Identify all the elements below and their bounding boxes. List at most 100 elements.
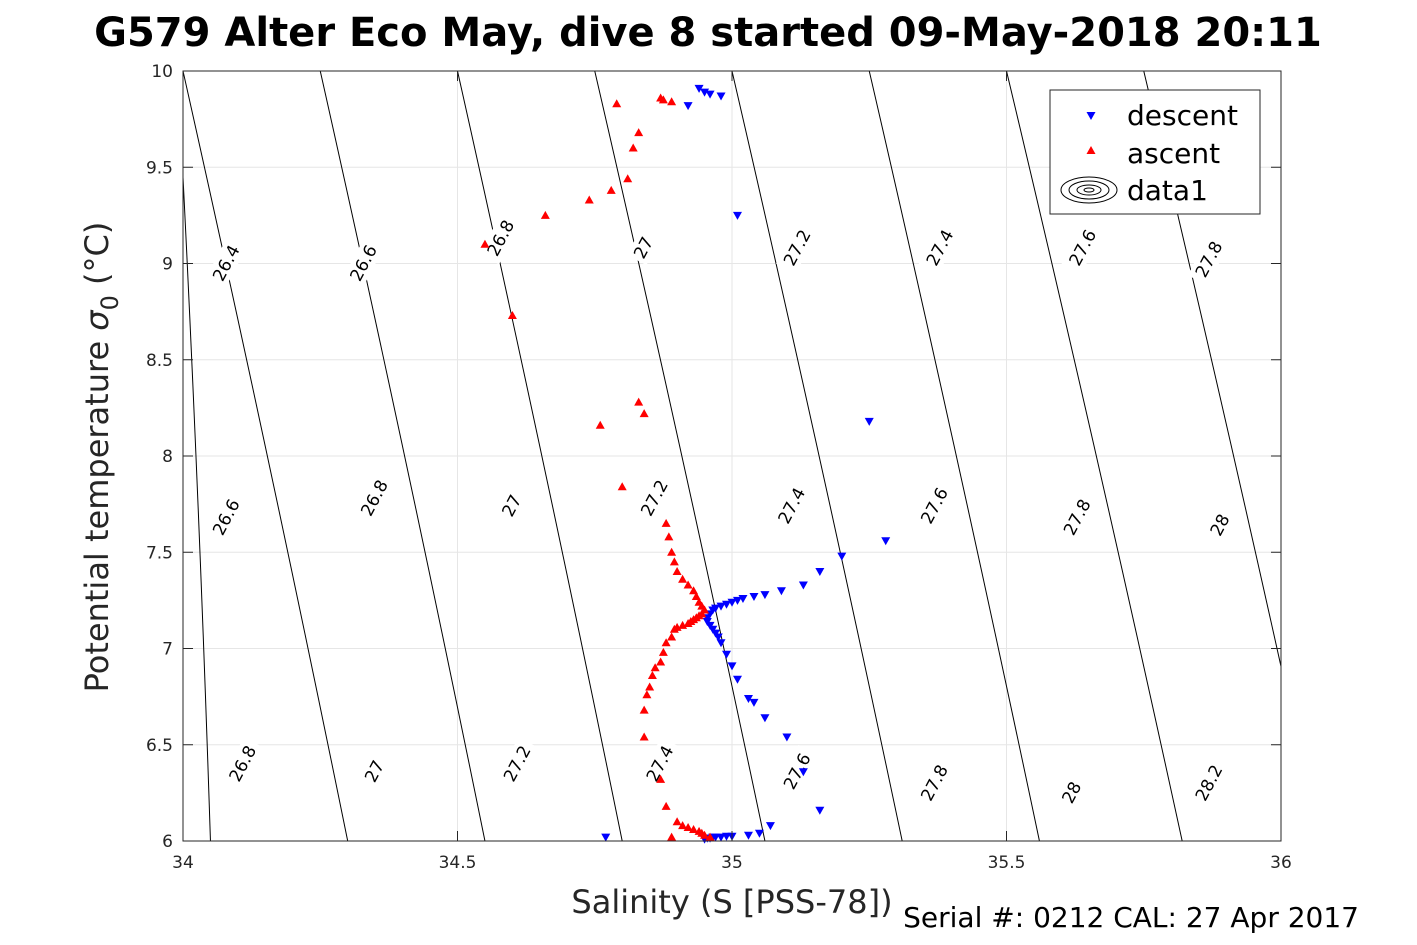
ascent-point <box>678 821 688 830</box>
x-axis-label: Salinity (S [PSS-78]) <box>571 883 892 921</box>
contour-label-bg <box>496 737 538 790</box>
contour-label-bg <box>1055 774 1088 810</box>
ascent-point <box>669 624 679 633</box>
descent-point <box>743 695 753 704</box>
ascent-point <box>656 657 666 666</box>
ascent-point <box>678 574 688 583</box>
y-tick-label: 6 <box>162 832 173 852</box>
descent-point <box>732 675 742 684</box>
density-contour-line <box>868 71 1040 841</box>
ascent-point <box>617 482 627 491</box>
x-tick-label: 35.5 <box>988 853 1026 873</box>
contour-label-bg <box>205 490 248 544</box>
y-axis-label: Potential temperature σ0 (°C) <box>78 222 124 693</box>
ascent-point <box>672 817 682 826</box>
contour-label-bg <box>770 479 813 532</box>
legend-descent-marker <box>1086 112 1096 120</box>
legend-ascent-marker <box>1086 146 1096 154</box>
descent-point <box>683 102 693 111</box>
contour-label-bg <box>1203 507 1237 543</box>
y-tick-label: 7.5 <box>146 543 173 563</box>
ascent-point <box>612 99 622 108</box>
contour-label-bg <box>633 471 676 525</box>
descent-point <box>864 417 874 426</box>
density-contour-line <box>319 71 486 841</box>
x-tick-label: 34 <box>172 853 194 873</box>
descent-point <box>727 662 737 671</box>
ascent-point <box>661 518 671 527</box>
legend: descent ascent data1 <box>1049 89 1261 215</box>
y-tick-label: 8 <box>162 447 173 467</box>
x-tick-label: 34.5 <box>439 853 477 873</box>
legend-ascent-label: ascent <box>1127 137 1220 170</box>
descent-point <box>776 587 786 596</box>
x-tick-label: 35 <box>721 853 743 873</box>
ascent-point <box>628 143 638 152</box>
ascent-point <box>647 670 657 679</box>
y-ticks: 6 6.5 7 7.5 8 8.5 9 9.5 10 <box>146 62 1281 852</box>
contour-label-bg <box>776 221 818 274</box>
x-ticks: 34 34.5 35 35.5 36 <box>172 71 1292 873</box>
contour-label-bg <box>353 471 396 525</box>
density-contour-line <box>731 71 903 841</box>
density-contour-line <box>594 71 766 841</box>
contour-label-bg <box>913 479 956 532</box>
ascent-point <box>650 663 660 672</box>
ascent-point <box>642 690 652 699</box>
ascent-point <box>678 620 688 629</box>
ascent-point <box>683 618 693 627</box>
ascent-point <box>658 95 668 104</box>
y-tick-label: 8.5 <box>146 351 173 371</box>
descent-point <box>694 84 704 93</box>
contour-label-bg <box>638 737 681 790</box>
density-contour-line <box>1006 71 1183 841</box>
descent-point <box>722 650 732 659</box>
ascent-point <box>584 195 594 204</box>
ascent-point <box>634 128 644 137</box>
ascent-point <box>661 638 671 647</box>
descent-point <box>716 639 726 648</box>
y-axis-label-symbol: σ <box>78 309 116 331</box>
contour-label-bg <box>1187 756 1230 810</box>
ascent-point <box>639 705 649 714</box>
ascent-point <box>639 409 649 418</box>
descent-point <box>705 90 715 99</box>
descent-point <box>782 733 792 742</box>
contour-label-bg <box>221 737 264 790</box>
ascent-point <box>656 774 666 783</box>
ascent-point <box>507 310 517 319</box>
ascent-point <box>667 832 677 841</box>
contour-label-bg <box>913 756 956 810</box>
y-axis-label-subscript: 0 <box>96 295 124 310</box>
ascent-point <box>634 397 644 406</box>
density-contour-line <box>183 71 349 841</box>
contour-label-bg <box>342 236 385 290</box>
descent-point <box>749 698 759 707</box>
y-axis-label-main: Potential temperature <box>78 331 116 693</box>
ascent-point <box>669 557 679 566</box>
ascent-point <box>667 97 677 106</box>
y-tick-label: 9 <box>162 255 173 275</box>
ascent-point <box>683 580 693 589</box>
contour-label-bg <box>1187 232 1230 286</box>
ascent-point <box>540 210 550 219</box>
y-axis-label-unit: (°C) <box>78 222 116 295</box>
ascent-point <box>705 832 715 841</box>
density-contour-line <box>457 71 623 841</box>
chart-title: G579 Alter Eco May, dive 8 started 09-Ma… <box>94 10 1322 56</box>
descent-point <box>743 831 753 840</box>
ascent-point <box>683 823 693 832</box>
ascent-point <box>689 824 699 833</box>
y-tick-label: 9.5 <box>146 158 173 178</box>
descent-point <box>881 537 891 546</box>
descent-point <box>765 822 775 831</box>
descent-point <box>815 806 825 815</box>
contour-label-bg <box>479 211 522 265</box>
grid-lines <box>183 71 1281 841</box>
ascent-point <box>606 185 616 194</box>
x-tick-label: 36 <box>1270 853 1292 873</box>
contour-label-bg <box>918 221 961 274</box>
descent-point <box>798 581 808 590</box>
descent-point <box>713 633 723 642</box>
contour-label-bg <box>1061 221 1104 274</box>
